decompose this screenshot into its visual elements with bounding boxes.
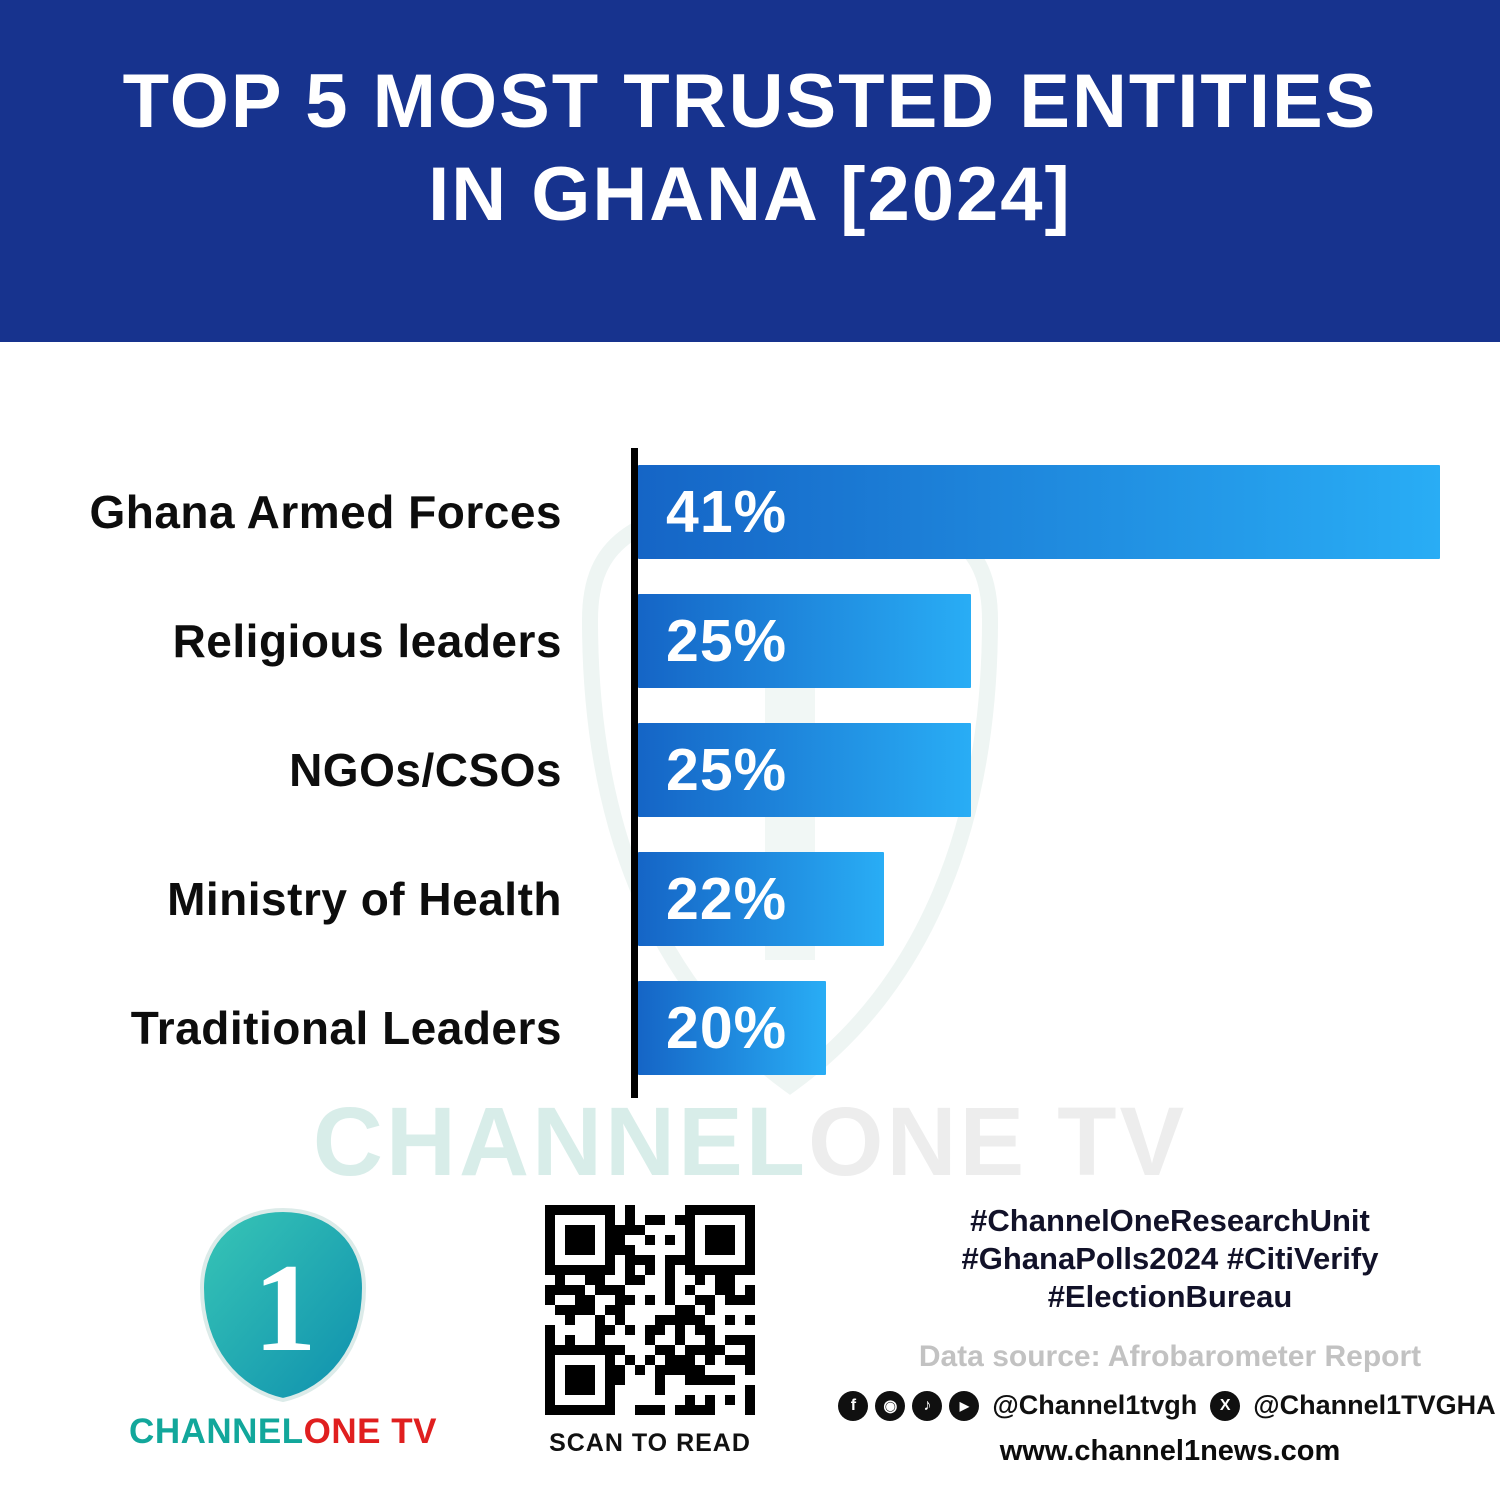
social-row: f ◉ ♪ ▶ @Channel1tvgh X @Channel1TVGHA (838, 1390, 1496, 1421)
brand-watermark-channel: CHANNEL (312, 1087, 809, 1196)
brand-watermark-rest: ONE TV (808, 1087, 1188, 1196)
title-line-1: TOP 5 MOST TRUSTED ENTITIES (122, 59, 1378, 144)
bar-chart: Ghana Armed Forces 41% Religious leaders 25… (0, 448, 1500, 1108)
bar: 25% (638, 594, 971, 688)
bar-value-label: 25% (666, 737, 788, 803)
chart-row: Religious leaders 25% (0, 594, 1500, 688)
website-url: www.channel1news.com (999, 1435, 1341, 1467)
hashtags-line-3: #ElectionBureau (1047, 1279, 1293, 1314)
social-handle-1: @Channel1tvgh (992, 1390, 1198, 1420)
youtube-icon: ▶ (949, 1390, 980, 1421)
bar-value-label: 22% (666, 866, 788, 932)
category-label: Traditional Leaders (130, 1002, 562, 1054)
chart-row: Ministry of Health 22% (0, 852, 1500, 946)
hashtags-line-2: #GhanaPolls2024 #CitiVerify (961, 1241, 1379, 1276)
bar-value-label: 41% (666, 479, 788, 545)
category-label: Religious leaders (172, 615, 562, 667)
footer-info: #ChannelOneResearchUnit #GhanaPolls2024 … (838, 1202, 1496, 1468)
data-source: Data source: Afrobarometer Report (918, 1340, 1422, 1373)
header-banner: TOP 5 MOST TRUSTED ENTITIES IN GHANA [202… (0, 0, 1500, 342)
hashtags-line-1: #ChannelOneResearchUnit (970, 1203, 1370, 1238)
qr-block: SCAN TO READ (545, 1205, 755, 1458)
chart-row: Traditional Leaders 20% (0, 981, 1500, 1075)
social-handle-2: @Channel1TVGHA (1253, 1390, 1496, 1420)
title-line-2: IN GHANA [2024] (428, 151, 1072, 237)
bar: 20% (638, 981, 826, 1075)
chart-rows: Ghana Armed Forces 41% Religious leaders 25… (0, 465, 1500, 1110)
brand-wordmark-channel: CHANNEL (129, 1412, 304, 1451)
qr-code (545, 1205, 755, 1415)
footer: 1 CHANNELONE TV SCAN TO READ #ChannelOne… (0, 1180, 1500, 1500)
category-label: Ministry of Health (167, 873, 562, 925)
page-title: TOP 5 MOST TRUSTED ENTITIES IN GHANA [202… (0, 0, 1500, 241)
instagram-icon: ◉ (875, 1390, 906, 1421)
brand-watermark: CHANNELONE TV (0, 1086, 1500, 1198)
category-label: NGOs/CSOs (289, 744, 562, 796)
logo-numeral: 1 (254, 1239, 317, 1378)
chart-row: NGOs/CSOs 25% (0, 723, 1500, 817)
x-icon: X (1210, 1390, 1241, 1421)
y-axis-line (631, 448, 638, 1098)
channel-one-logo: 1 (178, 1198, 388, 1415)
bar: 22% (638, 852, 884, 946)
bar-value-label: 25% (666, 608, 788, 674)
qr-caption: SCAN TO READ (549, 1429, 751, 1457)
brand-wordmark-rest: ONE TV (303, 1412, 437, 1451)
category-label: Ghana Armed Forces (89, 486, 562, 538)
bar: 41% (638, 465, 1440, 559)
tiktok-icon: ♪ (912, 1390, 943, 1421)
bar-value-label: 20% (666, 995, 788, 1061)
chart-row: Ghana Armed Forces 41% (0, 465, 1500, 559)
brand-wordmark: CHANNELONE TV (118, 1412, 448, 1452)
bar: 25% (638, 723, 971, 817)
facebook-icon: f (838, 1390, 869, 1421)
